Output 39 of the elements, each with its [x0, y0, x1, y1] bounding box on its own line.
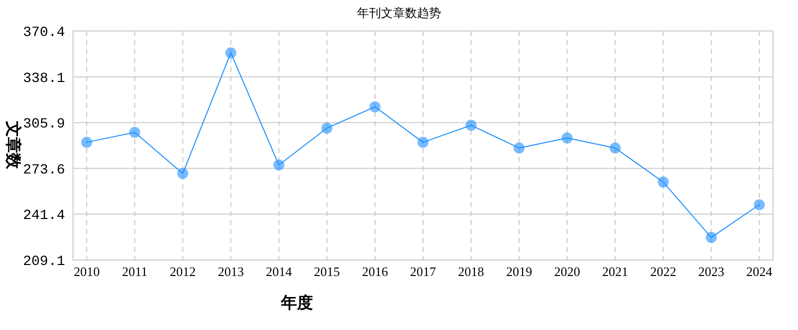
y-axis-title: 文章数 [4, 120, 23, 170]
x-tick-label: 2016 [362, 264, 388, 279]
point [754, 199, 765, 210]
point [466, 120, 477, 131]
point [514, 142, 525, 154]
point [129, 126, 140, 138]
x-tick-label: 2019 [506, 264, 532, 279]
point [321, 122, 332, 134]
point [273, 160, 284, 171]
x-tick-label: 2011 [122, 264, 148, 279]
x-axis-title: 年度 [280, 293, 313, 312]
x-tick-label: 2020 [554, 264, 580, 279]
y-tick-label: 209.1 [22, 254, 65, 270]
point [81, 136, 92, 148]
point [610, 142, 621, 154]
x-tick-label: 2012 [170, 264, 196, 279]
chart-title: 年刊文章数趋势 [357, 6, 441, 20]
x-tick-label: 2014 [266, 264, 292, 279]
y-tick-label: 305.9 [22, 116, 65, 133]
point [418, 136, 428, 148]
y-tick-label: 241.4 [22, 208, 65, 224]
point [562, 132, 573, 144]
point [706, 232, 717, 243]
y-tick-label: 370.4 [22, 25, 65, 41]
point [369, 101, 380, 112]
x-tick-label: 2010 [74, 264, 100, 279]
y-tick-label: 338.1 [22, 70, 65, 87]
point [225, 47, 236, 58]
point [177, 168, 188, 180]
x-tick-label: 2015 [314, 264, 340, 279]
x-tick-label: 2013 [218, 264, 244, 279]
x-tick-label: 2023 [698, 264, 724, 279]
x-tick-label: 2017 [410, 264, 436, 279]
x-tick-label: 2022 [650, 264, 676, 279]
x-tick-label: 2024 [746, 264, 773, 279]
x-tick-label: 2021 [602, 264, 628, 279]
point [658, 176, 669, 188]
y-tick-label: 273.6 [22, 162, 65, 178]
x-tick-label: 2018 [458, 264, 484, 279]
